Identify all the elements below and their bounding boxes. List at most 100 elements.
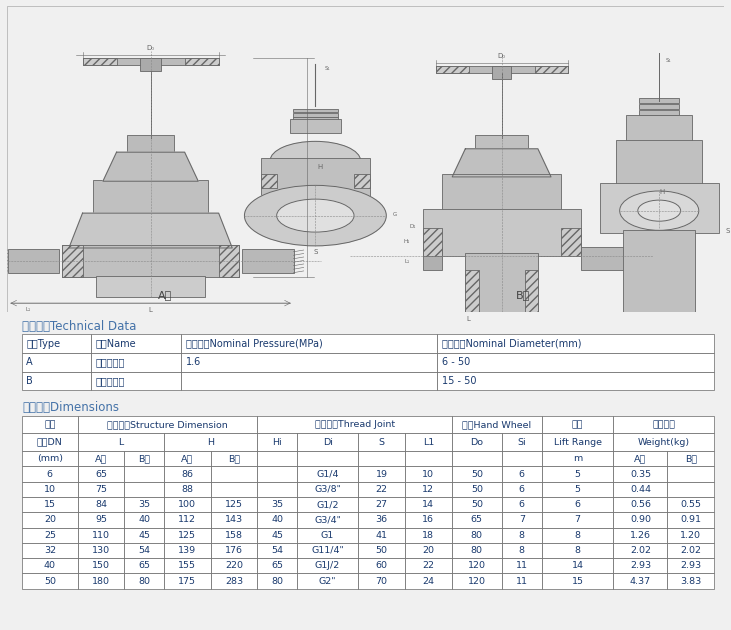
Text: 基本尺寸Dimensions: 基本尺寸Dimensions <box>22 401 119 415</box>
Text: 10: 10 <box>44 485 56 494</box>
Bar <box>405 543 452 558</box>
Bar <box>405 466 452 482</box>
Bar <box>257 558 297 573</box>
Bar <box>423 247 442 270</box>
Bar <box>62 245 239 277</box>
Text: A型: A型 <box>158 290 172 300</box>
Text: H: H <box>660 190 665 195</box>
Text: 50: 50 <box>471 500 483 509</box>
Text: L: L <box>148 307 153 312</box>
Bar <box>667 497 714 512</box>
Bar <box>452 416 542 433</box>
Bar <box>405 527 452 543</box>
Ellipse shape <box>637 200 681 221</box>
Text: 4.37: 4.37 <box>630 576 651 585</box>
Text: 11: 11 <box>516 561 528 570</box>
Bar <box>437 334 714 353</box>
Bar <box>211 527 257 543</box>
Ellipse shape <box>620 191 699 231</box>
Text: 95: 95 <box>95 515 107 524</box>
Bar <box>83 58 116 65</box>
Bar <box>613 466 667 482</box>
Bar <box>164 482 211 497</box>
Bar <box>293 109 338 113</box>
Bar <box>22 512 77 527</box>
Text: 50: 50 <box>44 576 56 585</box>
Bar <box>297 433 358 451</box>
Text: A型: A型 <box>635 454 647 463</box>
Text: 14: 14 <box>572 561 583 570</box>
Bar <box>613 527 667 543</box>
Text: 15: 15 <box>572 576 583 585</box>
Text: 18: 18 <box>423 530 434 540</box>
Bar <box>181 372 437 390</box>
Bar <box>297 558 358 573</box>
Bar <box>211 482 257 497</box>
Text: 2.02: 2.02 <box>630 546 651 555</box>
Bar <box>77 543 124 558</box>
Text: B型: B型 <box>228 454 240 463</box>
Text: 65: 65 <box>271 561 283 570</box>
Text: 升程: 升程 <box>572 420 583 429</box>
Text: 158: 158 <box>225 530 243 540</box>
Text: 6: 6 <box>519 485 525 494</box>
Text: 88: 88 <box>181 485 194 494</box>
Bar <box>297 543 358 558</box>
Bar <box>466 270 479 312</box>
Bar <box>243 249 294 273</box>
Text: 180: 180 <box>92 576 110 585</box>
Text: 0.55: 0.55 <box>681 500 701 509</box>
Bar <box>667 512 714 527</box>
Bar <box>436 66 469 73</box>
Text: 65: 65 <box>95 469 107 479</box>
Text: 155: 155 <box>178 561 197 570</box>
Bar <box>211 558 257 573</box>
Text: L: L <box>466 316 471 322</box>
Text: 型式Type: 型式Type <box>26 339 61 348</box>
Text: 75: 75 <box>95 485 107 494</box>
Text: 性能规范Technical Data: 性能规范Technical Data <box>22 320 136 333</box>
Text: 6: 6 <box>47 469 53 479</box>
Bar <box>22 558 77 573</box>
Text: 130: 130 <box>92 546 110 555</box>
Bar <box>297 466 358 482</box>
Text: 22: 22 <box>423 561 434 570</box>
Polygon shape <box>103 152 198 181</box>
Bar <box>358 558 405 573</box>
Text: 70: 70 <box>376 576 387 585</box>
Polygon shape <box>69 213 232 248</box>
Bar <box>452 497 502 512</box>
Bar <box>542 527 613 543</box>
Text: 6: 6 <box>519 469 525 479</box>
Text: 80: 80 <box>138 576 150 585</box>
Text: 125: 125 <box>225 500 243 509</box>
Bar <box>358 497 405 512</box>
Bar <box>22 497 77 512</box>
Bar <box>542 497 613 512</box>
Bar <box>22 466 77 482</box>
Bar <box>525 270 538 312</box>
Bar <box>502 433 542 451</box>
Text: 120: 120 <box>468 576 486 585</box>
Bar <box>22 451 77 466</box>
Text: 35: 35 <box>271 500 284 509</box>
Bar <box>124 451 164 466</box>
Text: 27: 27 <box>376 500 387 509</box>
Bar <box>542 451 613 466</box>
Text: 1.26: 1.26 <box>630 530 651 540</box>
Text: 80: 80 <box>471 546 483 555</box>
Text: 45: 45 <box>138 530 150 540</box>
Text: Do: Do <box>470 438 483 447</box>
Text: 84: 84 <box>95 500 107 509</box>
Text: 7: 7 <box>575 515 580 524</box>
Text: 54: 54 <box>138 546 150 555</box>
Text: 2.93: 2.93 <box>681 561 701 570</box>
Bar <box>211 543 257 558</box>
Bar <box>436 66 567 73</box>
Bar <box>542 512 613 527</box>
Bar <box>77 433 164 451</box>
Bar <box>140 58 161 71</box>
Text: G1J/2: G1J/2 <box>315 561 340 570</box>
Bar <box>297 573 358 588</box>
Text: 176: 176 <box>225 546 243 555</box>
